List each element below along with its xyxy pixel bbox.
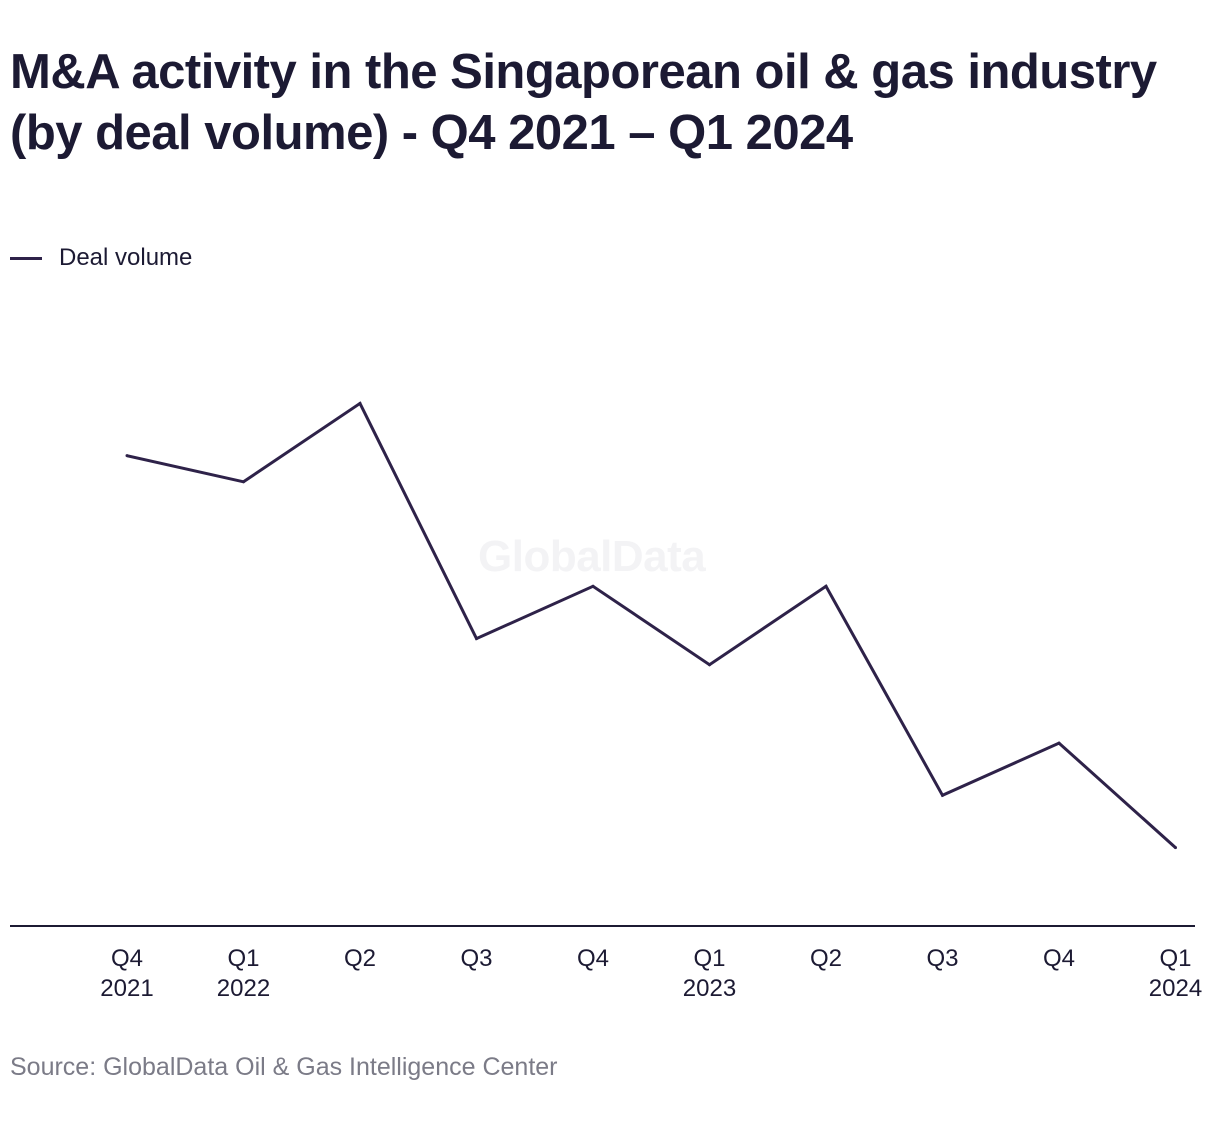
data-point [1057, 741, 1061, 745]
x-tick-label: Q3 [460, 945, 492, 972]
x-tick-label: Q2 [810, 945, 842, 972]
data-point [475, 637, 478, 641]
data-point [708, 663, 711, 667]
data-point [242, 480, 245, 484]
legend-label-deal-volume: Deal volume [59, 244, 193, 271]
data-point [358, 401, 362, 405]
x-axis-ticks: Q4 2021 Q1 2022 Q2 Q3 Q4 Q1 2023 Q2 Q3 Q4 Q1 2024 [100, 945, 1202, 1002]
data-point [941, 793, 944, 797]
x-tick-label: Q4 2021 [100, 945, 153, 1002]
x-tick-label: Q3 [926, 945, 958, 972]
x-tick-label: Q1 2022 [217, 945, 270, 1002]
x-tick-label: Q1 2023 [683, 945, 736, 1002]
x-tick-label: Q4 [577, 945, 609, 972]
x-tick-label: Q2 [344, 945, 376, 972]
watermark: GlobalData [478, 532, 706, 581]
legend: Deal volume [10, 243, 192, 273]
data-point [125, 454, 129, 458]
data-point [591, 584, 595, 588]
data-point [1174, 846, 1177, 850]
x-tick-label: Q1 2024 [1149, 945, 1202, 1002]
source-note: Source: GlobalData Oil & Gas Intelligenc… [10, 1053, 558, 1081]
chart-title: M&A activity in the Singaporean oil & ga… [10, 45, 1157, 160]
x-tick-label: Q4 [1043, 945, 1075, 972]
data-point [824, 584, 828, 588]
series-line-0 [126, 401, 1177, 849]
chart-marks [10, 401, 1195, 927]
legend-line-swatch [10, 256, 42, 260]
